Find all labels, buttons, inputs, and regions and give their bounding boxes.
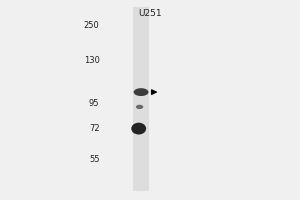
Text: 72: 72 [89, 124, 100, 133]
Text: 95: 95 [89, 99, 100, 108]
Text: 55: 55 [89, 155, 100, 164]
Text: 130: 130 [84, 56, 100, 65]
Text: U251: U251 [138, 9, 162, 18]
Ellipse shape [134, 88, 148, 96]
Text: 250: 250 [84, 21, 100, 30]
Ellipse shape [131, 123, 146, 135]
Ellipse shape [136, 105, 143, 109]
FancyBboxPatch shape [133, 7, 149, 191]
